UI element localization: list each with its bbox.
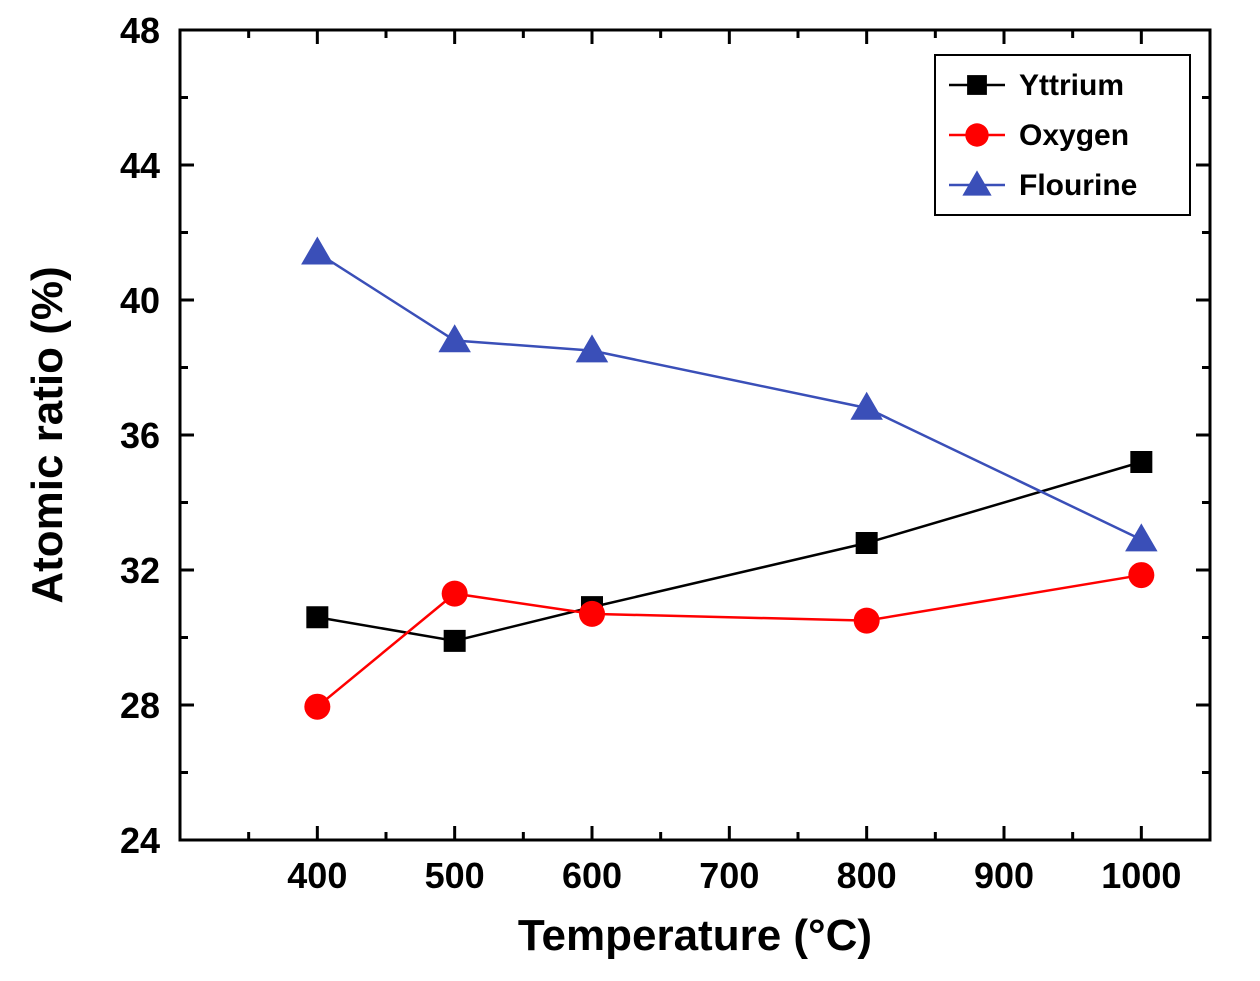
x-tick-label: 700 bbox=[699, 855, 759, 896]
x-axis-label: Temperature (°C) bbox=[518, 911, 872, 960]
x-tick-label: 900 bbox=[974, 855, 1034, 896]
legend-label: Yttrium bbox=[1019, 69, 1124, 102]
y-tick-label: 32 bbox=[120, 550, 160, 591]
x-tick-label: 500 bbox=[425, 855, 485, 896]
x-tick-label: 800 bbox=[837, 855, 897, 896]
legend-label: Flourine bbox=[1019, 169, 1137, 202]
y-tick-label: 36 bbox=[120, 415, 160, 456]
y-tick-label: 24 bbox=[120, 820, 160, 861]
atomic-ratio-chart: 400 500 600 700 800 900 1000 24 28 32 36 40 44 48 Temp… bbox=[0, 0, 1260, 981]
y-tick-label: 40 bbox=[120, 280, 160, 321]
x-tick-label: 600 bbox=[562, 855, 622, 896]
x-tick-label: 1000 bbox=[1101, 855, 1181, 896]
legend-label: Oxygen bbox=[1019, 119, 1129, 152]
y-tick-label: 48 bbox=[120, 10, 160, 51]
chart-container: 400 500 600 700 800 900 1000 24 28 32 36 40 44 48 Temp… bbox=[0, 0, 1260, 981]
y-tick-label: 28 bbox=[120, 685, 160, 726]
legend-marker bbox=[965, 123, 988, 146]
legend-marker bbox=[967, 75, 987, 95]
y-tick-label: 44 bbox=[120, 145, 160, 186]
x-tick-label: 400 bbox=[287, 855, 347, 896]
y-axis-label: Atomic ratio (%) bbox=[23, 266, 72, 603]
